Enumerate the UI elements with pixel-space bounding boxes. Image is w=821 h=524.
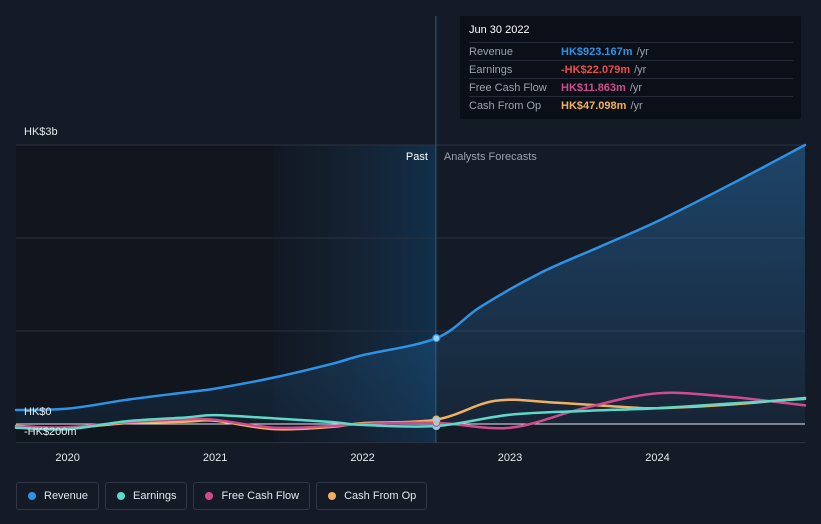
tooltip-row-cash-from-op: Cash From Op HK$47.098m /yr	[469, 96, 793, 114]
legend-item-earnings[interactable]: Earnings	[105, 482, 188, 510]
tooltip-unit: /yr	[630, 99, 643, 112]
tooltip-label: Revenue	[469, 45, 514, 58]
past-label: Past	[406, 151, 428, 163]
x-tick-label: 2023	[498, 452, 522, 464]
legend-dot-icon	[117, 492, 126, 500]
tooltip-date: Jun 30 2022	[469, 24, 530, 36]
tooltip-unit: /yr	[634, 63, 647, 76]
legend-item-cash-from-op[interactable]: Cash From Op	[316, 482, 428, 510]
tooltip-value: HK$47.098m	[561, 99, 627, 112]
y-tick-label-bottom: -HK$200m	[24, 426, 77, 438]
x-tick-label: 2020	[55, 452, 79, 464]
marker-revenue	[432, 334, 441, 343]
tooltip-panel: Jun 30 2022 Revenue HK$923.167m /yr Earn…	[460, 16, 801, 119]
marker-cash-from-op	[432, 415, 441, 424]
series-line-revenue	[14, 143, 807, 412]
y-tick-label-top: HK$3b	[24, 126, 58, 138]
revenue-area	[16, 145, 805, 424]
x-tick-label: 2022	[350, 452, 374, 464]
tooltip-unit: /yr	[636, 45, 649, 58]
x-tick-label: 2021	[203, 452, 227, 464]
tooltip-row-free-cash-flow: Free Cash Flow HK$11.863m /yr	[469, 78, 793, 96]
legend-dot-icon	[28, 492, 36, 500]
legend-dot-icon	[205, 492, 214, 500]
legend-label: Cash From Op	[344, 490, 417, 502]
legend-item-revenue[interactable]: Revenue	[16, 482, 100, 510]
tooltip-label: Earnings	[469, 63, 513, 76]
x-tick-label: 2024	[645, 452, 669, 464]
legend-item-free-cash-flow[interactable]: Free Cash Flow	[193, 482, 311, 510]
legend-label: Earnings	[133, 490, 177, 502]
tooltip-unit: /yr	[629, 81, 643, 94]
forecast-label: Analysts Forecasts	[444, 151, 537, 163]
series-line-earnings	[14, 397, 807, 431]
legend-label: Free Cash Flow	[221, 490, 300, 502]
tooltip-label: Cash From Op	[469, 99, 542, 112]
tooltip-row-revenue: Revenue HK$923.167m /yr	[469, 42, 793, 60]
tooltip-value: -HK$22.079m	[561, 63, 631, 76]
legend-dot-icon	[328, 492, 337, 500]
tooltip-value: HK$11.863m	[561, 81, 626, 94]
tooltip-label: Free Cash Flow	[469, 81, 547, 94]
legend-label: Revenue	[44, 490, 89, 502]
tooltip-value: HK$923.167m	[561, 45, 633, 58]
legend: Revenue Earnings Free Cash Flow Cash Fro…	[16, 482, 428, 510]
tooltip-row-earnings: Earnings -HK$22.079m /yr	[469, 60, 793, 78]
y-tick-label-zero: HK$0	[24, 406, 52, 418]
